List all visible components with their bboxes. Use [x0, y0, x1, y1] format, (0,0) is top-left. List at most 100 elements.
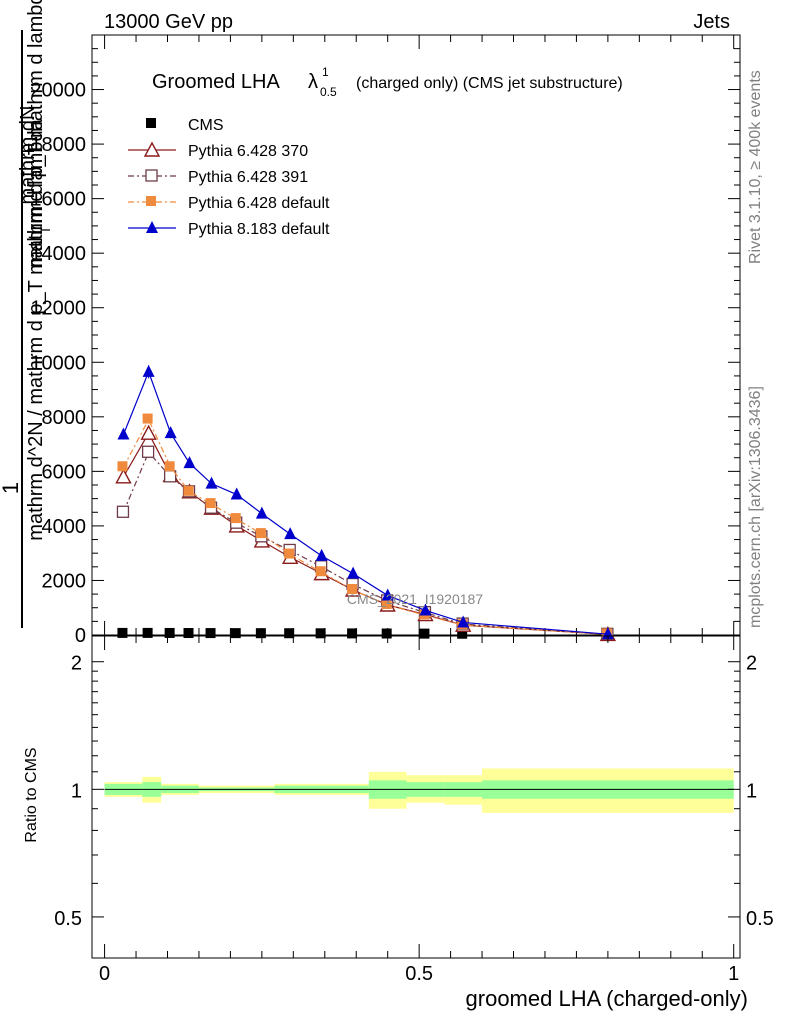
watermark: CMS_2021_I1920187	[347, 591, 483, 607]
ratio-plot-frame	[91, 635, 741, 959]
data-point	[183, 628, 194, 639]
legend-marker	[146, 221, 158, 233]
legend: CMS Pythia 6.428 370 Pythia 6.428 391 Pythi…	[128, 117, 330, 238]
series-line	[122, 418, 608, 636]
data-point	[230, 513, 241, 524]
side-text-bottom: mcplots.cern.ch [arXiv:1306.3436]	[747, 386, 764, 628]
header-right: Jets	[693, 11, 730, 33]
y-tick-label: 6000	[42, 461, 87, 483]
series-pythia-6-428-370	[115, 424, 617, 642]
data-point	[183, 485, 194, 496]
series-line	[122, 451, 608, 635]
main-axis-ticks: 0 2000 4000 6000 8000 10000 12000 14000 16000 180…	[30, 35, 740, 647]
data-point	[141, 445, 155, 458]
y-axis-label: 1 mathrm dN mathrm d p_T mathrm d lambda…	[0, 0, 53, 628]
ratio-y-tick-label: 0.5	[54, 908, 82, 930]
ratio-y-tick-label: 2	[71, 653, 82, 675]
header-left: 13000 GeV pp	[104, 11, 233, 33]
data-point	[347, 566, 360, 579]
y-label-num: 1	[0, 482, 23, 494]
legend-marker	[145, 169, 158, 182]
side-text-top: Rivet 3.1.10, ≥ 400k events	[747, 70, 764, 264]
y-tick-label: 20000	[30, 80, 86, 102]
legend-label: Pythia 6.428 default	[188, 195, 330, 212]
ratio-y-tick-label-right: 2	[746, 653, 757, 675]
main-series-layer	[115, 364, 617, 642]
data-point	[381, 628, 392, 639]
data-point	[164, 426, 177, 439]
title-suffix: (charged only) (CMS jet substructure)	[356, 75, 623, 92]
data-point	[381, 599, 392, 609]
y-tick-label: 0	[75, 625, 86, 647]
data-point	[381, 588, 394, 601]
data-point	[419, 603, 432, 616]
data-point	[117, 627, 128, 638]
legend-label: Pythia 6.428 370	[188, 143, 308, 160]
y-label-line3: mathrm d^2N / mathrm d p_T mathrm d lamb…	[25, 118, 47, 540]
x-tick-label: 0.5	[405, 963, 433, 985]
title-sub: 0.5	[320, 85, 337, 99]
y-tick-label: 4000	[42, 516, 87, 538]
data-point	[230, 628, 241, 639]
y-tick-label: 12000	[30, 298, 86, 320]
data-point	[164, 627, 175, 638]
y-label-sub: T	[37, 225, 53, 234]
y-tick-label: 8000	[42, 407, 87, 429]
data-point	[142, 364, 155, 377]
data-point	[117, 427, 130, 440]
y-tick-label: 10000	[30, 352, 86, 374]
legend-marker	[146, 118, 156, 128]
legend-marker	[146, 196, 156, 206]
data-point	[205, 498, 216, 509]
data-point	[142, 413, 153, 424]
ratio-y-tick-label-right: 1	[746, 780, 757, 802]
legend-label: Pythia 6.428 391	[188, 169, 308, 186]
data-point	[419, 628, 430, 639]
data-point	[347, 584, 358, 594]
data-point	[255, 628, 266, 639]
legend-label: CMS	[188, 117, 224, 134]
title-text: Groomed LHA	[152, 71, 280, 93]
data-point	[284, 548, 295, 559]
ratio-axis-ticks: 0.5 0.5 1 1 2 2 0 0.5 1	[54, 636, 774, 985]
data-point	[347, 628, 358, 639]
legend-entry: Pythia 8.183 default	[128, 221, 330, 238]
data-point	[315, 548, 328, 561]
data-point	[205, 628, 216, 639]
y-label-line2: mathrm d p_T mathrm d lambda	[25, 0, 47, 268]
ratio-y-label: Ratio to CMS	[23, 747, 40, 842]
data-point	[457, 615, 470, 628]
x-tick-label: 0	[99, 963, 110, 985]
ratio-y-tick-label: 1	[71, 780, 82, 802]
data-point	[142, 627, 153, 638]
legend-entry: Pythia 6.428 default	[128, 195, 330, 212]
y-tick-label: 18000	[30, 134, 86, 156]
x-axis-label: groomed LHA (charged-only)	[466, 986, 748, 1011]
series-pythia-6-428-391	[116, 445, 614, 640]
title-symbol: λ	[308, 71, 318, 93]
data-point	[255, 528, 266, 539]
legend-label: Pythia 8.183 default	[188, 221, 330, 238]
data-point	[255, 506, 268, 519]
data-point	[315, 628, 326, 639]
data-point	[117, 461, 128, 472]
data-point	[315, 566, 326, 577]
data-point	[284, 527, 297, 540]
x-tick-label: 1	[728, 963, 739, 985]
title-sup: 1	[322, 65, 329, 79]
ratio-y-tick-label-right: 0.5	[746, 908, 774, 930]
data-point	[205, 476, 218, 489]
legend-entry: CMS	[146, 117, 224, 134]
legend-entry: Pythia 6.428 370	[128, 141, 308, 160]
data-point	[115, 468, 132, 484]
y-tick-label: 2000	[42, 570, 87, 592]
data-point	[116, 505, 130, 518]
data-point	[284, 628, 295, 639]
y-tick-label: 16000	[30, 189, 86, 211]
ratio-bands	[104, 768, 734, 813]
legend-entry: Pythia 6.428 391	[128, 169, 308, 186]
chart-title: Groomed LHA λ 1 0.5 (charged only) (CMS …	[152, 65, 623, 99]
data-point	[140, 424, 157, 440]
data-point	[183, 456, 196, 469]
